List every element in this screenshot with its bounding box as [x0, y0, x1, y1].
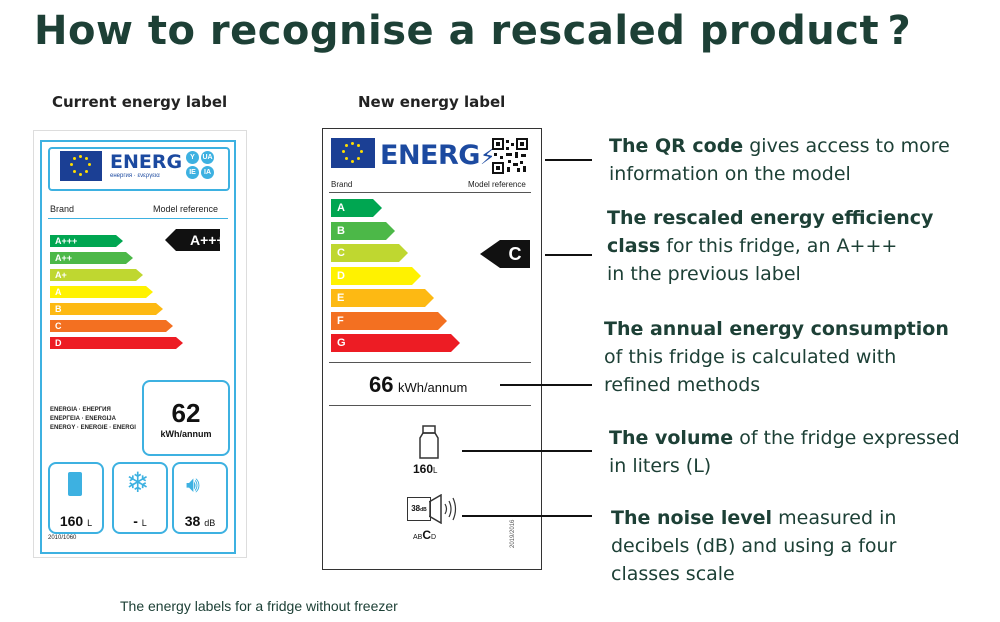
- new-volume: 160L: [413, 462, 438, 476]
- current-freezer-box: ❄ - L: [112, 462, 168, 534]
- current-class-bar: A++: [50, 252, 133, 264]
- noise-pointer-line: [462, 515, 592, 517]
- current-consumption-box: 62 kWh/annum: [142, 380, 230, 456]
- class-pointer-line: [545, 254, 592, 256]
- new-model-reference: Model reference: [468, 180, 526, 189]
- current-brand: Brand: [50, 204, 75, 214]
- new-class-bar: G: [331, 334, 460, 352]
- current-class-bar: A+++: [50, 235, 123, 247]
- lightning-icon: ⚡︎: [479, 145, 495, 170]
- new-consumption-value: 66: [369, 372, 394, 397]
- new-divider: [329, 362, 531, 363]
- current-divider: [48, 218, 228, 219]
- new-regulation: 2019/2016: [510, 519, 516, 548]
- new-divider: [329, 405, 531, 406]
- new-energ-logo: ENERG⚡︎: [380, 140, 495, 171]
- new-class-bar: D: [331, 266, 421, 285]
- current-consumption-unit: kWh/annum: [160, 429, 212, 439]
- lang-badge: IE: [186, 166, 199, 179]
- current-energ-logo: ENERG: [110, 151, 183, 173]
- qr-annotation: The QR code gives access to more informa…: [609, 135, 950, 185]
- current-label-heading: Current energy label: [52, 93, 228, 111]
- figure-caption: The energy labels for a fridge without f…: [120, 598, 398, 614]
- new-volume-value: 160: [413, 462, 434, 476]
- new-consumption: 66 kWh/annum: [369, 372, 467, 398]
- new-class-bar: F: [331, 311, 447, 330]
- qr-code-icon: [492, 138, 528, 174]
- current-class-bar: B: [50, 303, 163, 315]
- eu-flag-icon: [331, 138, 375, 168]
- volume-annotation: The volume of the fridge expressed in li…: [609, 427, 960, 477]
- current-energ-sub: енергия · ενεργεια: [110, 173, 160, 179]
- current-volume-box: 160 L: [48, 462, 104, 534]
- noise-speaker-box: 38dB: [407, 497, 431, 521]
- lang-badge: Y: [186, 151, 199, 164]
- volume-pointer-line: [462, 450, 592, 452]
- new-class-bar: E: [331, 289, 434, 307]
- speaker-sound-icon: [429, 494, 457, 524]
- new-rating-arrow: C: [480, 240, 530, 268]
- page-title: How to recognise a rescaled product ?: [34, 8, 912, 54]
- lang-badge: IA: [201, 166, 214, 179]
- milk-carton-icon: [68, 472, 82, 496]
- current-rating-arrow: A+++: [165, 229, 225, 251]
- eu-flag-icon: [60, 151, 102, 181]
- current-class-bar: A: [50, 286, 153, 298]
- current-freezer-value: -: [133, 513, 138, 529]
- new-class-bar: B: [331, 221, 395, 240]
- efficiency-class-annotation: The rescaled energy efficiency class for…: [607, 207, 934, 285]
- new-label-heading: New energy label: [358, 93, 506, 111]
- current-noise-box: 🔊︎ 38 dB: [172, 462, 228, 534]
- noise-annotation: The noise level measured in decibels (dB…: [611, 507, 897, 585]
- new-class-bar: C: [331, 244, 408, 262]
- current-consumption-value: 62: [171, 398, 201, 428]
- qr-pointer-line: [545, 159, 592, 161]
- lang-badge: UA: [201, 151, 214, 164]
- current-model-reference: Model reference: [153, 204, 219, 214]
- snowflake-icon: ❄: [126, 467, 150, 498]
- new-brand: Brand: [331, 180, 353, 189]
- noise-class-scale: ABCD: [413, 528, 437, 542]
- current-class-bar: C: [50, 320, 173, 332]
- current-regulation: 2010/1060: [48, 535, 77, 541]
- current-volume-value: 160: [59, 513, 84, 529]
- new-class-bar: A: [331, 199, 382, 217]
- consumption-annotation: The annual energy consumption of this fr…: [604, 318, 949, 396]
- current-class-bar: D: [50, 337, 183, 349]
- speaker-icon: 🔊︎: [186, 472, 200, 497]
- new-consumption-unit: kWh/annum: [397, 380, 468, 395]
- current-noise-value: 38: [184, 513, 201, 529]
- new-noise-value: 38: [411, 504, 421, 513]
- consumption-pointer-line: [500, 384, 592, 386]
- current-class-bar: A+: [50, 269, 143, 281]
- bottle-icon: [419, 425, 439, 459]
- new-divider: [329, 192, 531, 193]
- energy-words: ENERGIA · ЕНЕРГИЯ ΕΝΕΡΓΕΙΑ · ENERGIJA EN…: [50, 407, 136, 431]
